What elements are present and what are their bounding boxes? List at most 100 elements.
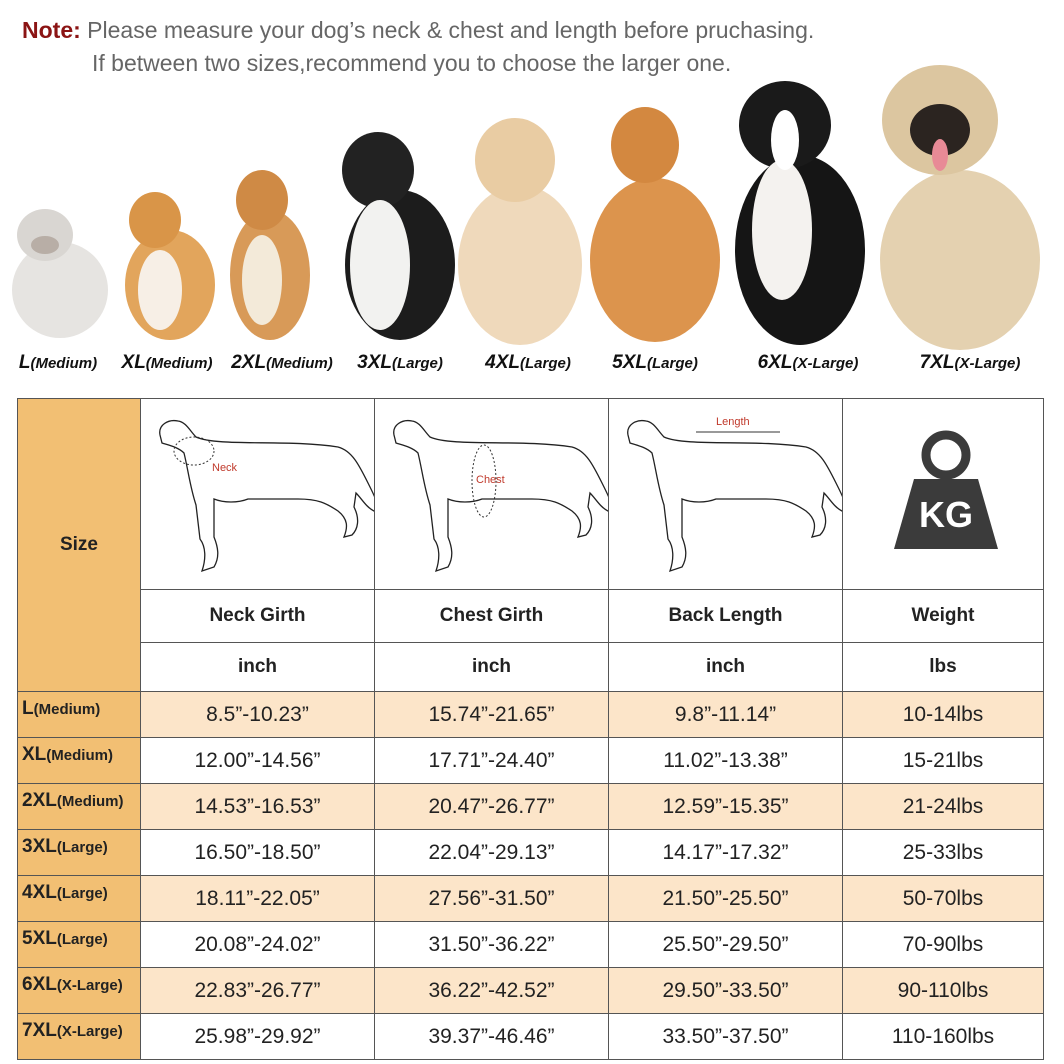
cell: 31.50”-36.22”: [374, 921, 609, 968]
column-header: Chest Girth: [374, 589, 609, 643]
dog: [342, 132, 455, 340]
row: 2XL(Medium) 14.53”-16.53” 20.47”-26.77” 12.…: [17, 783, 1044, 830]
row-size: 3XL: [22, 836, 57, 857]
dog-outline: Neck: [158, 419, 378, 572]
dog: [230, 170, 310, 340]
row-fit: (Large): [56, 839, 108, 856]
cell: 25-33lbs: [842, 829, 1044, 876]
note-line: Please measure your dog’s neck & chest a…: [87, 17, 815, 43]
size-table: Size Neck Chest: [17, 398, 1044, 1060]
cell: 12.00”-14.56”: [140, 737, 375, 784]
dog-fit: (Large): [520, 355, 571, 372]
kg-text: KG: [919, 494, 973, 535]
dog-label: 6XL(X-Large): [758, 352, 859, 374]
size-header-text: Size: [59, 534, 99, 555]
cell: 39.37”-46.46”: [374, 1013, 609, 1060]
cell: 17.71”-24.40”: [374, 737, 609, 784]
cell: 22.04”-29.13”: [374, 829, 609, 876]
row-size: 6XL: [22, 974, 57, 995]
row-size: 2XL: [22, 790, 57, 811]
size-cell: 5XL(Large): [17, 921, 141, 968]
row: 5XL(Large) 20.08”-24.02” 31.50”-36.22” 25.5…: [17, 921, 1044, 968]
cell: 29.50”-33.50”: [608, 967, 843, 1014]
dog-fit: (Large): [392, 355, 443, 372]
cell: 21-24lbs: [842, 783, 1044, 830]
dog: [125, 192, 215, 340]
cell: 10-14lbs: [842, 691, 1044, 738]
row-size: L: [22, 698, 34, 719]
dog-fit: (Large): [647, 355, 698, 372]
note-line: If between two sizes,recommend you to ch…: [92, 50, 732, 76]
cell: 25.50”-29.50”: [608, 921, 843, 968]
row-size: 5XL: [22, 928, 57, 949]
chest-diagram: Chest: [374, 398, 612, 590]
neck-label: Neck: [212, 462, 238, 474]
unit: inch: [374, 642, 609, 692]
cell: 36.22”-42.52”: [374, 967, 609, 1014]
dog-label: L(Medium): [19, 352, 97, 374]
cell: 21.50”-25.50”: [608, 875, 843, 922]
cell: 22.83”-26.77”: [140, 967, 375, 1014]
dog-fit: (X-Large): [792, 355, 859, 372]
dog-outline: Length: [626, 416, 846, 572]
dog: [735, 81, 865, 345]
cell: 110-160lbs: [842, 1013, 1044, 1060]
cell: 18.11”-22.05”: [140, 875, 375, 922]
dog-size: 5XL: [612, 352, 648, 373]
cell: 14.53”-16.53”: [140, 783, 375, 830]
unit: inch: [140, 642, 375, 692]
cell: 20.47”-26.77”: [374, 783, 609, 830]
chest-label: Chest: [476, 474, 505, 486]
dog-outline: Chest: [392, 419, 612, 572]
unit: inch: [608, 642, 843, 692]
row: L(Medium) 8.5”-10.23” 15.74”-21.65” 9.8”-11…: [17, 691, 1044, 738]
weight-icon: KG: [842, 398, 1044, 590]
cell: 16.50”-18.50”: [140, 829, 375, 876]
dog-size: 2XL: [231, 352, 267, 373]
size-header: Size: [17, 398, 141, 692]
cell: 70-90lbs: [842, 921, 1044, 968]
dog: [12, 209, 108, 338]
column-header: Weight: [842, 589, 1044, 643]
dog-photos: [12, 65, 1040, 350]
size-cell: 3XL(Large): [17, 829, 141, 876]
dog-label: 5XL(Large): [612, 352, 698, 374]
dog-label: 3XL(Large): [357, 352, 443, 374]
dog-size: XL: [121, 352, 146, 373]
row-fit: (X-Large): [56, 1023, 123, 1040]
length-label: Length: [716, 416, 750, 428]
cell: 33.50”-37.50”: [608, 1013, 843, 1060]
size-cell: L(Medium): [17, 691, 141, 738]
dog: [590, 107, 720, 342]
dog-size: 3XL: [357, 352, 393, 373]
cell: 15.74”-21.65”: [374, 691, 609, 738]
cell: 8.5”-10.23”: [140, 691, 375, 738]
row-fit: (Medium): [56, 793, 124, 810]
row: 4XL(Large) 18.11”-22.05” 27.56”-31.50” 21.5…: [17, 875, 1044, 922]
row: 7XL(X-Large) 25.98”-29.92” 39.37”-46.46” 33…: [17, 1013, 1044, 1060]
length-diagram: Length: [608, 398, 846, 590]
row: 3XL(Large) 16.50”-18.50” 22.04”-29.13” 14.1…: [17, 829, 1044, 876]
size-cell: 7XL(X-Large): [17, 1013, 141, 1060]
dog-fit: (X-Large): [954, 355, 1021, 372]
row-size: 4XL: [22, 882, 57, 903]
dog-size: L: [18, 352, 31, 373]
cell: 9.8”-11.14”: [608, 691, 843, 738]
neck-diagram: Neck: [140, 398, 378, 590]
column-header: Neck Girth: [140, 589, 375, 643]
cell: 90-110lbs: [842, 967, 1044, 1014]
row-fit: (X-Large): [56, 977, 123, 994]
dog: [880, 65, 1040, 350]
row-size: XL: [22, 744, 47, 765]
dog-fit: (Medium): [266, 355, 333, 372]
dog-fit: (Medium): [30, 355, 98, 372]
row: XL(Medium) 12.00”-14.56” 17.71”-24.40” 11.0…: [17, 737, 1044, 784]
note-label: Note:: [22, 17, 81, 43]
cell: 20.08”-24.02”: [140, 921, 375, 968]
cell: 50-70lbs: [842, 875, 1044, 922]
note: Note: Please measure your dog’s neck & c…: [22, 14, 814, 80]
row-fit: (Large): [56, 885, 108, 902]
row-size: 7XL: [22, 1020, 57, 1041]
cell: 14.17”-17.32”: [608, 829, 843, 876]
